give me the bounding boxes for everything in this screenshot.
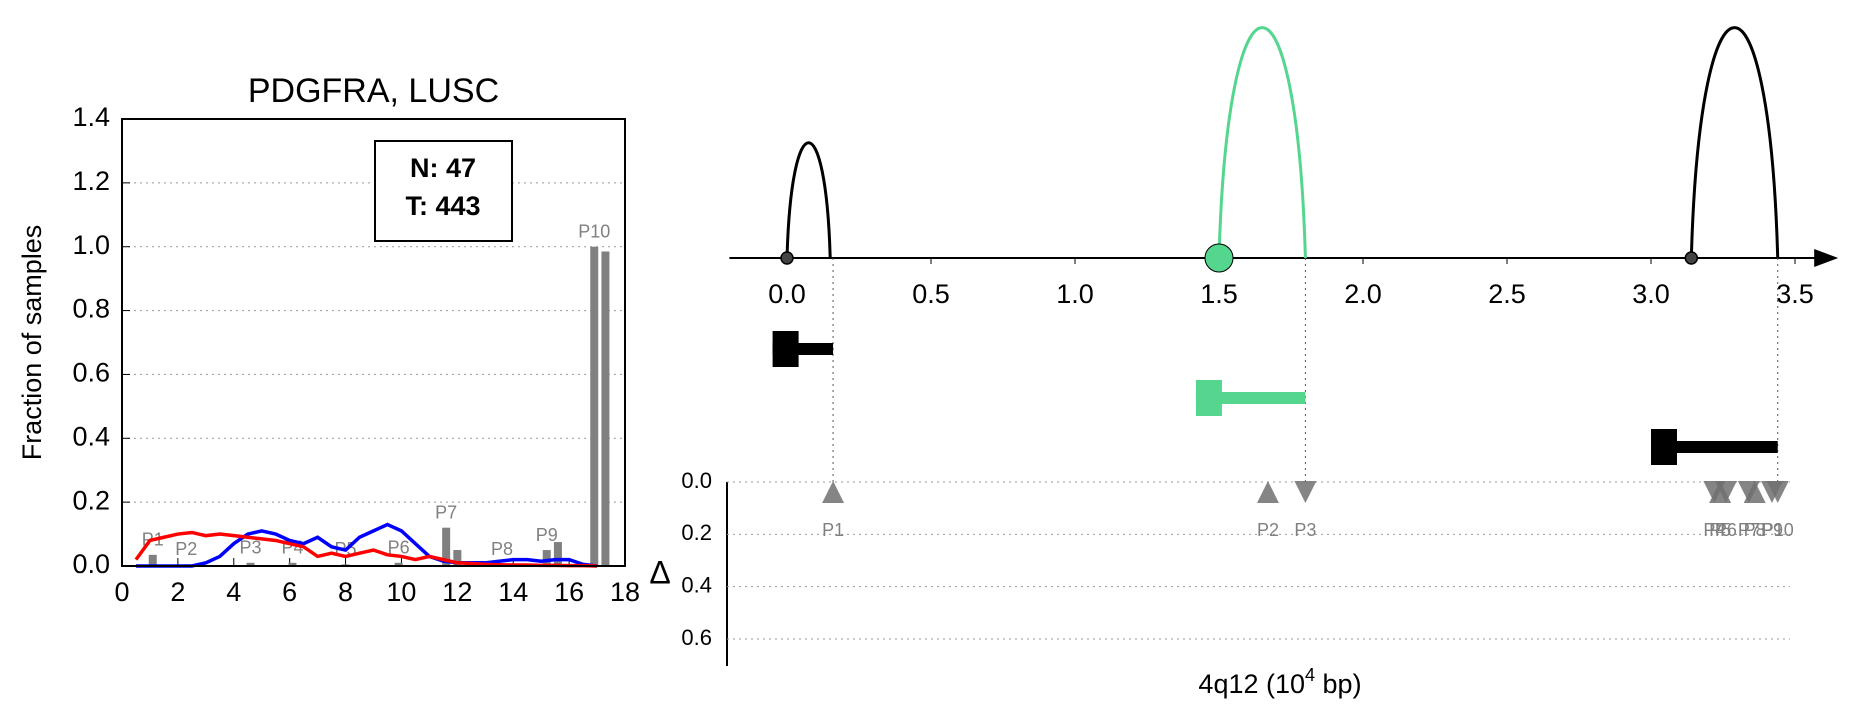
chart-title: PDGFRA, LUSC — [248, 72, 499, 110]
annotation-box — [374, 140, 513, 242]
marker-label: P4 — [1703, 520, 1725, 540]
annotation-text: N: 47 — [410, 153, 476, 183]
arc-origin — [780, 251, 794, 265]
y-tick-label: 0.0 — [72, 549, 110, 579]
segment — [1651, 441, 1778, 453]
x-tick-label: 0 — [114, 577, 129, 607]
bar — [453, 550, 462, 566]
marker-label: P10 — [1762, 520, 1794, 540]
y-tick-label: 1.2 — [72, 166, 110, 196]
delta-marker — [822, 481, 845, 503]
x-tick-label: 1.0 — [1056, 279, 1094, 309]
marker-label: P9 — [1761, 520, 1783, 540]
bar — [601, 251, 610, 566]
x-tick-label: 1.5 — [1200, 279, 1238, 309]
marker-label: P2 — [1257, 520, 1279, 540]
segment — [772, 343, 834, 355]
delta-marker — [1714, 481, 1737, 503]
y-tick-label: 0.6 — [681, 625, 712, 650]
bar — [442, 527, 451, 566]
y-tick-label: 1.0 — [72, 230, 110, 260]
peak-label: P8 — [491, 539, 513, 559]
y-tick-label: 0.2 — [72, 485, 110, 515]
segment — [1195, 392, 1306, 404]
y-tick-label: 0.0 — [681, 468, 712, 493]
marker-label: P8 — [1744, 520, 1766, 540]
arc-origin — [1204, 243, 1234, 273]
x-axis-label-part: 4q12 (10 — [1198, 669, 1305, 699]
delta-marker — [1256, 481, 1279, 503]
peak-label: P3 — [240, 538, 262, 558]
x-tick-label: 14 — [498, 577, 528, 607]
x-axis-label-part: bp) — [1315, 669, 1362, 699]
delta-marker — [1743, 481, 1766, 503]
marker-label: P6 — [1715, 520, 1737, 540]
bar — [246, 562, 255, 566]
peak-label: P10 — [578, 221, 610, 241]
x-tick-label: 2.5 — [1488, 279, 1526, 309]
bar — [288, 562, 297, 566]
bar — [542, 550, 551, 566]
x-tick-label: 2.0 — [1344, 279, 1382, 309]
line — [135, 522, 598, 568]
delta-marker — [1294, 481, 1317, 503]
x-tick-label: 8 — [338, 577, 353, 607]
x-tick-label: 4 — [226, 577, 241, 607]
y-tick-label: 0.4 — [72, 421, 110, 451]
axis-arrow — [1814, 249, 1839, 267]
y-axis-label: Fraction of samples — [17, 225, 47, 461]
bar — [394, 562, 403, 566]
marker-label: P1 — [822, 520, 844, 540]
arc — [785, 141, 832, 259]
x-tick-label: 6 — [282, 577, 297, 607]
x-tick-label: 0.0 — [768, 279, 806, 309]
bar — [148, 554, 157, 566]
y-tick-label: 0.6 — [72, 358, 110, 388]
x-tick-label: 2 — [170, 577, 185, 607]
marker-label: P7 — [1738, 520, 1760, 540]
x-tick-label: 3.0 — [1632, 279, 1670, 309]
x-tick-label: 0.5 — [912, 279, 950, 309]
marker-label: P5 — [1709, 520, 1731, 540]
annotation-text: T: 443 — [405, 191, 480, 221]
bar — [553, 542, 562, 566]
x-tick-label: 10 — [386, 577, 416, 607]
bar — [590, 246, 599, 566]
y-tick-label: 0.8 — [72, 294, 110, 324]
peak-label: P6 — [388, 538, 410, 558]
y-tick-label: 0.2 — [681, 520, 712, 545]
y-axis-label: Δ — [649, 554, 670, 590]
x-axis-label-part: 4 — [1305, 665, 1315, 685]
peak-label: P2 — [175, 539, 197, 559]
peak-label: P7 — [435, 502, 457, 522]
peak-label: P9 — [536, 525, 558, 545]
delta-marker — [1766, 481, 1789, 503]
marker-label: P3 — [1294, 520, 1316, 540]
arc — [1689, 26, 1780, 259]
x-tick-label: 3.5 — [1776, 279, 1814, 309]
plot-frame — [121, 118, 626, 567]
y-tick-label: 0.4 — [681, 572, 712, 597]
x-tick-label: 18 — [610, 577, 640, 607]
x-axis-label: 4q12 (104 bp) — [1198, 665, 1361, 699]
y-tick-label: 1.4 — [72, 102, 110, 132]
x-tick-label: 16 — [554, 577, 584, 607]
x-tick-label: 12 — [442, 577, 472, 607]
arc — [1217, 26, 1307, 259]
arc-origin — [1684, 251, 1699, 265]
